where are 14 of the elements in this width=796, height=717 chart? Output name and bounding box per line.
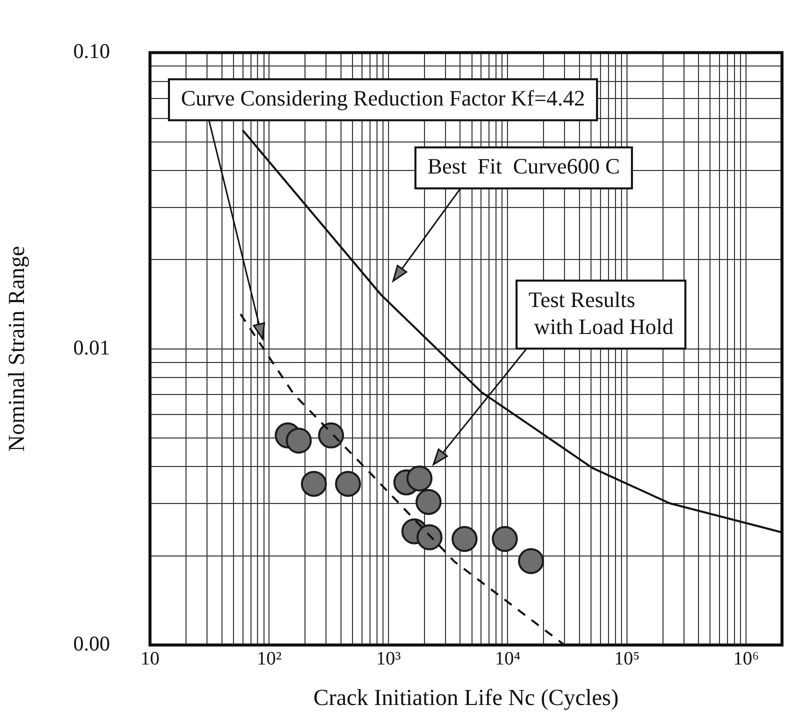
annotation: Best Fit Curve600 C bbox=[427, 154, 620, 179]
x-axis-title: Crack Initiation Life Nc (Cycles) bbox=[313, 685, 619, 710]
y-tick-label: 0.00 bbox=[73, 632, 110, 656]
y-axis-title: Nominal Strain Range bbox=[4, 246, 29, 452]
x-tick-label: 10⁵ bbox=[614, 648, 640, 670]
y-tick-label: 0.01 bbox=[73, 335, 110, 360]
x-tick-label: 10² bbox=[256, 648, 282, 670]
y-tick-label: 0.10 bbox=[73, 39, 110, 64]
annotation: Test Results with Load Hold bbox=[528, 286, 674, 339]
x-tick-label: 10⁴ bbox=[494, 648, 521, 670]
x-tick-label: 10 bbox=[140, 648, 160, 670]
x-tick-label: 10⁶ bbox=[733, 648, 759, 670]
annotation: Curve Considering Reduction Factor Kf=4.42 bbox=[180, 86, 586, 111]
x-tick-label: 10³ bbox=[376, 648, 402, 670]
